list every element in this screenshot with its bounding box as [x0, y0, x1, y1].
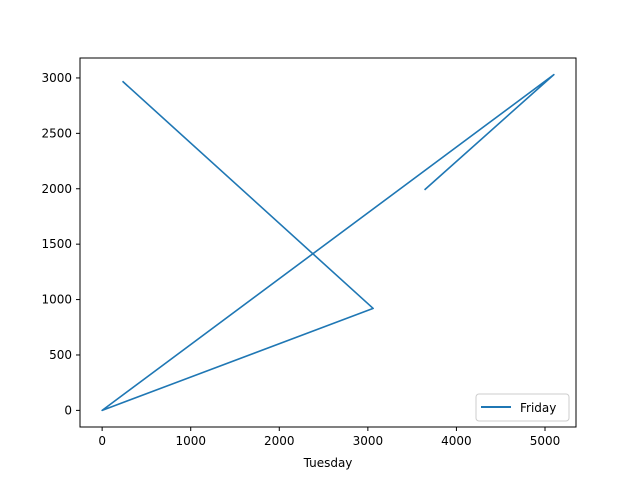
y-tick-label: 500: [49, 348, 72, 362]
x-tick-label: 0: [98, 434, 106, 448]
x-axis-label: Tuesday: [303, 456, 353, 470]
series-layer: [101, 73, 555, 412]
x-axis-ticks: 0 1000 2000 3000 4000 5000: [98, 427, 560, 448]
plot-frame: [79, 57, 577, 428]
x-tick-label: 2000: [264, 434, 295, 448]
x-tick-label: 5000: [530, 434, 561, 448]
legend-label: Friday: [520, 401, 556, 415]
y-axis-ticks: 0 500 1000 1500 2000 2500 3000: [41, 71, 80, 417]
series-line: [101, 73, 555, 412]
y-tick-label: 2500: [41, 126, 72, 140]
x-tick-label: 3000: [353, 434, 384, 448]
y-tick-label: 1000: [41, 293, 72, 307]
y-tick-label: 1500: [41, 237, 72, 251]
y-tick-label: 3000: [41, 71, 72, 85]
x-tick-label: 1000: [175, 434, 206, 448]
x-tick-label: 4000: [441, 434, 472, 448]
y-tick-label: 0: [64, 403, 72, 417]
legend: Friday: [475, 393, 570, 422]
y-tick-label: 2000: [41, 182, 72, 196]
legend-box: [475, 393, 570, 422]
